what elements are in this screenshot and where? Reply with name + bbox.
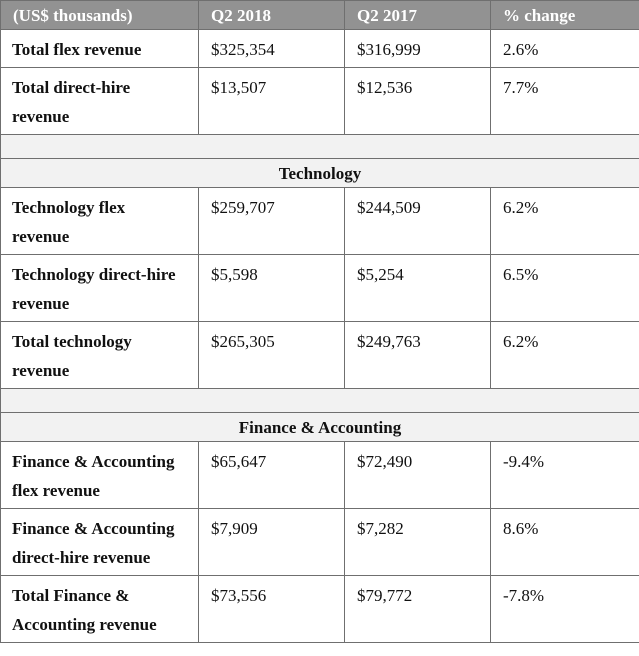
row-label: Technology direct-hire revenue <box>0 254 199 322</box>
value-q2-2018: $259,707 <box>198 187 345 255</box>
row-label: Total technology revenue <box>0 321 199 389</box>
value-change: 6.2% <box>490 187 639 255</box>
value-q2-2017: $79,772 <box>344 575 491 643</box>
value-change: -7.8% <box>490 575 639 643</box>
spacer-cell <box>0 388 639 413</box>
table-row-technology-flex: Technology flex revenue $259,707 $244,50… <box>0 187 639 255</box>
row-label: Total flex revenue <box>0 29 199 68</box>
table-row-total-flex: Total flex revenue $325,354 $316,999 2.6… <box>0 29 639 68</box>
header-q2-2017-column: Q2 2017 <box>344 0 491 30</box>
value-q2-2017: $244,509 <box>344 187 491 255</box>
value-q2-2017: $7,282 <box>344 508 491 576</box>
value-q2-2018: $5,598 <box>198 254 345 322</box>
value-change: 6.5% <box>490 254 639 322</box>
value-q2-2018: $13,507 <box>198 67 345 135</box>
spacer-cell <box>0 134 639 159</box>
section-header-finance: Finance & Accounting <box>0 412 639 442</box>
table-row-total-finance: Total Finance & Accounting revenue $73,5… <box>0 575 639 643</box>
header-row: (US$ thousands) Q2 2018 Q2 2017 % change <box>0 0 639 30</box>
value-q2-2017: $72,490 <box>344 441 491 509</box>
header-label-column: (US$ thousands) <box>0 0 199 30</box>
spacer-row <box>0 134 639 159</box>
table-row-finance-flex: Finance & Accounting flex revenue $65,64… <box>0 441 639 509</box>
value-q2-2018: $73,556 <box>198 575 345 643</box>
section-title: Finance & Accounting <box>0 412 639 442</box>
value-change: 8.6% <box>490 508 639 576</box>
value-q2-2018: $265,305 <box>198 321 345 389</box>
header-q2-2018-column: Q2 2018 <box>198 0 345 30</box>
section-header-technology: Technology <box>0 158 639 188</box>
value-q2-2017: $12,536 <box>344 67 491 135</box>
table-row-total-direct-hire: Total direct-hire revenue $13,507 $12,53… <box>0 67 639 135</box>
row-label: Finance & Accounting flex revenue <box>0 441 199 509</box>
row-label: Total direct-hire revenue <box>0 67 199 135</box>
table-row-finance-direct-hire: Finance & Accounting direct-hire revenue… <box>0 508 639 576</box>
value-q2-2018: $65,647 <box>198 441 345 509</box>
table-header: (US$ thousands) Q2 2018 Q2 2017 % change <box>0 0 639 30</box>
value-q2-2017: $316,999 <box>344 29 491 68</box>
row-label: Technology flex revenue <box>0 187 199 255</box>
value-change: 7.7% <box>490 67 639 135</box>
value-change: 2.6% <box>490 29 639 68</box>
row-label: Finance & Accounting direct-hire revenue <box>0 508 199 576</box>
spacer-row <box>0 388 639 413</box>
value-q2-2018: $7,909 <box>198 508 345 576</box>
value-q2-2017: $5,254 <box>344 254 491 322</box>
header-change-column: % change <box>490 0 639 30</box>
value-q2-2018: $325,354 <box>198 29 345 68</box>
row-label: Total Finance & Accounting revenue <box>0 575 199 643</box>
value-change: -9.4% <box>490 441 639 509</box>
table-row-technology-direct-hire: Technology direct-hire revenue $5,598 $5… <box>0 254 639 322</box>
table-row-total-technology: Total technology revenue $265,305 $249,7… <box>0 321 639 389</box>
value-q2-2017: $249,763 <box>344 321 491 389</box>
section-title: Technology <box>0 158 639 188</box>
value-change: 6.2% <box>490 321 639 389</box>
